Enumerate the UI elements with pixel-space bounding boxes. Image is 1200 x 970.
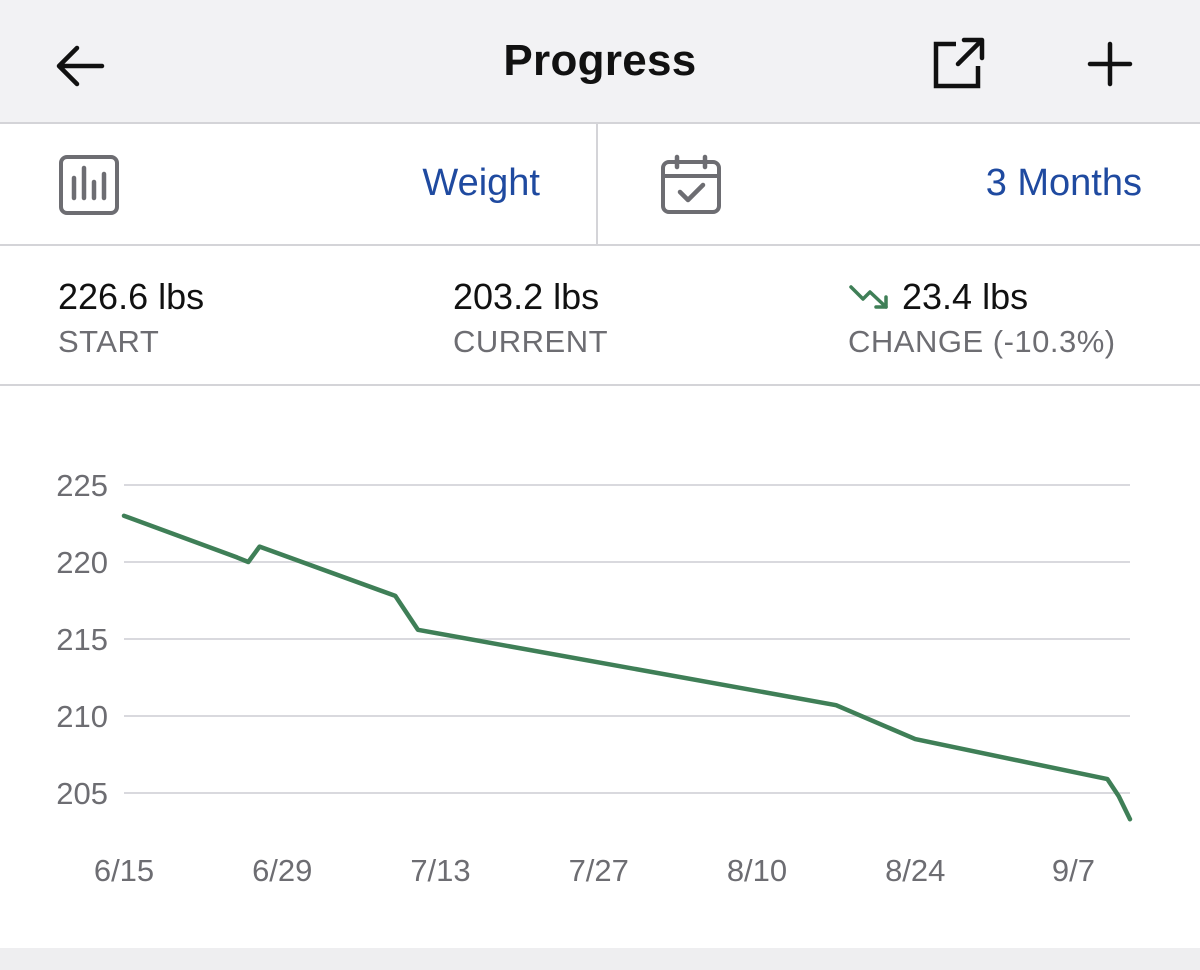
page-title: Progress [503,36,697,85]
x-tick-label: 7/27 [569,853,629,888]
stat-change: 23.4 lbs CHANGE (-10.3%) [848,276,1116,360]
weight-chart: 225 220 215 210 205 6/15 6/29 7/13 7/27 8/10 8/24… [0,388,1200,948]
metric-selector[interactable]: Weight [0,124,598,244]
share-button[interactable] [928,34,988,94]
x-tick-label: 8/24 [885,853,945,888]
y-tick-label: 225 [56,468,108,503]
change-label: CHANGE (-10.3%) [848,324,1116,359]
selector-row: Weight 3 Months [0,124,1200,246]
bottom-strip [0,948,1200,970]
metric-label: Weight [422,162,540,204]
y-axis-ticks: 225 220 215 210 205 [56,468,108,811]
chart-gridlines [124,484,1130,794]
calendar-check-icon [661,154,721,214]
stats-row: 226.6 lbs START 203.2 lbs CURRENT 23.4 l… [0,246,1200,386]
arrow-left-icon [56,45,105,87]
stat-start: 226.6 lbs START [58,276,204,360]
change-value: 23.4 lbs [902,276,1029,317]
x-tick-label: 7/13 [410,853,470,888]
range-selector[interactable]: 3 Months [600,124,1200,244]
x-tick-label: 6/29 [252,853,312,888]
x-tick-label: 9/7 [1052,853,1095,888]
x-tick-label: 6/15 [94,853,154,888]
start-value: 226.6 lbs [58,276,205,317]
trend-down-icon [849,285,888,310]
start-label: START [58,324,160,359]
y-tick-label: 205 [56,776,108,811]
bar-chart-icon [59,155,119,215]
plus-icon [1087,41,1133,87]
weight-series-line [121,513,1133,822]
y-tick-label: 215 [56,622,108,657]
y-tick-label: 220 [56,545,108,580]
stat-current: 203.2 lbs CURRENT [453,276,608,360]
current-label: CURRENT [453,324,609,359]
back-button[interactable] [52,38,108,94]
y-tick-label: 210 [56,699,108,734]
x-tick-label: 8/10 [727,853,787,888]
x-axis-ticks: 6/15 6/29 7/13 7/27 8/10 8/24 9/7 [94,853,1095,888]
current-value: 203.2 lbs [453,276,600,317]
navigation-bar: Progress [0,0,1200,124]
chart-svg: 225 220 215 210 205 6/15 6/29 7/13 7/27 8/10 8/24… [56,468,1133,888]
range-label: 3 Months [985,162,1142,204]
share-external-icon [933,37,985,89]
add-entry-button[interactable] [1082,36,1138,92]
